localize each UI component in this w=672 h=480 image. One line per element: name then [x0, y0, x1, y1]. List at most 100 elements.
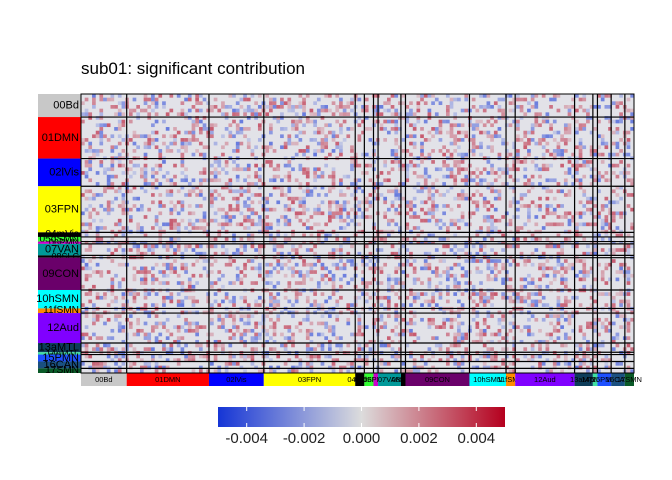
heatmap-cell [582, 222, 587, 227]
heatmap-cell [228, 358, 233, 362]
heatmap-cell [490, 204, 494, 208]
heatmap-cell [309, 339, 314, 344]
heatmap-cell [497, 317, 502, 322]
heatmap-cell [169, 237, 174, 241]
heatmap-cell [269, 233, 273, 238]
heatmap-cell [589, 325, 594, 329]
heatmap-cell [176, 303, 181, 307]
heatmap-cell [280, 266, 284, 271]
col-swatch-02lvis [208, 373, 264, 386]
heatmap-cell [339, 244, 343, 249]
heatmap-cell [217, 270, 222, 274]
heatmap-cell [460, 358, 465, 362]
heatmap-cell [139, 134, 144, 139]
heatmap-cell [331, 284, 336, 289]
heatmap-cell [600, 204, 605, 208]
heatmap-cell [339, 141, 343, 146]
heatmap-cell [475, 174, 480, 179]
heatmap-cell [368, 240, 373, 245]
heatmap-cell [110, 200, 115, 205]
heatmap-cell [224, 112, 229, 117]
heatmap-cell [165, 222, 170, 227]
heatmap-cell [346, 112, 351, 117]
heatmap-cell [504, 347, 509, 351]
heatmap-cell [563, 193, 568, 197]
heatmap-cell [512, 141, 517, 146]
heatmap-cell [501, 292, 505, 296]
heatmap-cell [191, 273, 196, 278]
heatmap-cell [578, 138, 583, 142]
heatmap-cell [309, 270, 314, 274]
heatmap-cell [224, 160, 229, 164]
heatmap-cell [198, 127, 203, 131]
heatmap-cell [453, 141, 458, 146]
heatmap-cell [482, 130, 487, 135]
heatmap-cell [88, 248, 93, 252]
heatmap-cell [567, 193, 572, 197]
heatmap-cell [453, 160, 458, 164]
heatmap-cell [552, 365, 557, 370]
heatmap-cell [464, 130, 469, 135]
heatmap-cell [560, 134, 564, 139]
heatmap-cell [81, 222, 85, 227]
heatmap-cell [198, 204, 203, 208]
heatmap-cell [508, 152, 513, 157]
col-swatch-15pmn [597, 373, 612, 386]
heatmap-cell [180, 160, 185, 164]
heatmap-cell [405, 167, 410, 172]
heatmap-cell [457, 339, 461, 344]
heatmap-cell [600, 292, 605, 296]
heatmap-cell [110, 174, 115, 179]
heatmap-cell [283, 237, 288, 241]
heatmap-cell [482, 292, 487, 296]
heatmap-cell [519, 299, 524, 304]
heatmap-cell [228, 262, 233, 267]
heatmap-cell [619, 240, 623, 245]
heatmap-cell [320, 130, 325, 135]
heatmap-cell [228, 215, 233, 219]
heatmap-cell [195, 310, 199, 315]
heatmap-cell [316, 303, 321, 307]
heatmap-cell [398, 163, 402, 168]
heatmap-cell [567, 222, 572, 227]
heatmap-cell [276, 105, 281, 109]
heatmap-cell [287, 134, 292, 139]
heatmap-cell [523, 130, 528, 135]
heatmap-cell [530, 332, 535, 337]
heatmap-cell [246, 189, 251, 194]
heatmap-cell [176, 361, 181, 366]
heatmap-cell [228, 314, 233, 318]
heatmap-cell [84, 138, 89, 142]
heatmap-cell [342, 262, 347, 267]
heatmap-cell [423, 237, 428, 241]
heatmap-cell [213, 251, 218, 256]
heatmap-cell [575, 240, 579, 245]
heatmap-cell [398, 211, 402, 216]
heatmap-cell [386, 130, 391, 135]
row-label-03fpn: 03FPN [45, 203, 79, 215]
heatmap-cell [121, 262, 126, 267]
heatmap-cell [482, 332, 487, 337]
heatmap-cell [575, 108, 579, 113]
heatmap-cell [445, 130, 450, 135]
heatmap-cell [530, 314, 535, 318]
heatmap-cell [608, 222, 612, 227]
heatmap-cell [445, 226, 450, 230]
heatmap-cell [184, 178, 188, 183]
heatmap-cell [383, 343, 387, 348]
heatmap-cell [611, 299, 616, 304]
heatmap-cell [198, 119, 203, 124]
heatmap-cell [530, 303, 535, 307]
heatmap-cell [128, 174, 133, 179]
heatmap-cell [121, 149, 126, 153]
heatmap-cell [328, 152, 332, 157]
heatmap-cell [350, 101, 354, 106]
heatmap-cell [552, 178, 557, 183]
heatmap-cell [512, 343, 517, 348]
heatmap-cell [420, 189, 424, 194]
heatmap-cell [427, 112, 432, 117]
heatmap-cell [257, 266, 262, 271]
heatmap-cell [431, 336, 435, 340]
heatmap-cell [254, 281, 258, 285]
heatmap-cell [527, 259, 531, 263]
